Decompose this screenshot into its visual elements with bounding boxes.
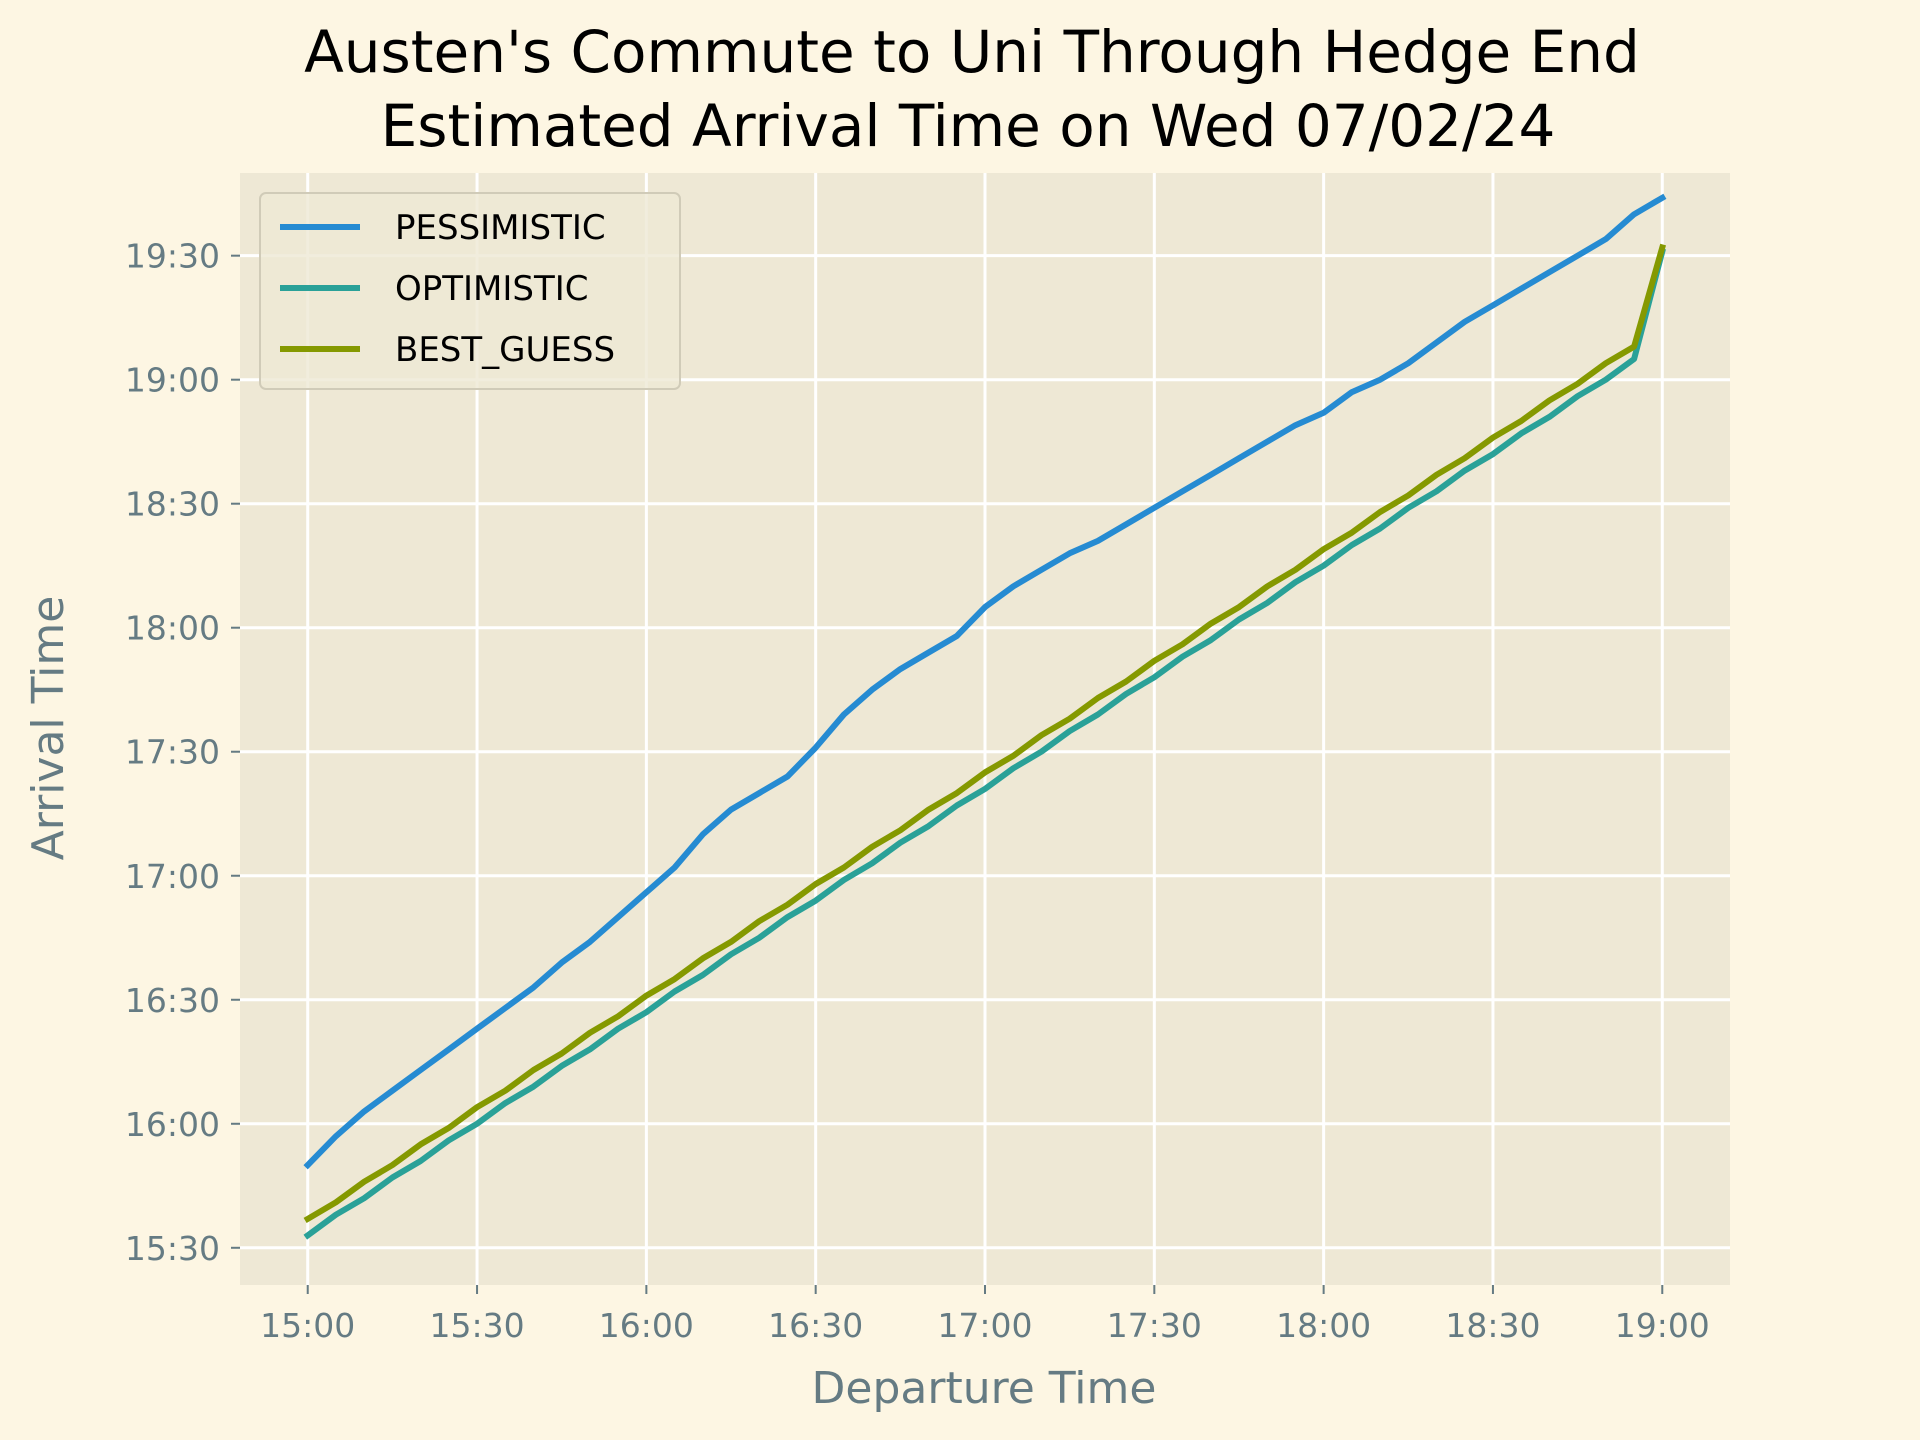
y-tick-label: 17:30: [125, 733, 220, 772]
x-tick-label: 15:30: [429, 1306, 524, 1345]
y-tick-label: 19:30: [125, 237, 220, 276]
y-tick-label: 19:00: [125, 361, 220, 400]
y-tick-label: 16:30: [125, 981, 220, 1020]
x-tick-label: 16:00: [599, 1306, 694, 1345]
grid-lines: [240, 173, 1730, 1285]
y-tick-label: 17:00: [125, 857, 220, 896]
y-tick-label: 18:30: [125, 485, 220, 524]
legend-box: [259, 192, 681, 390]
series-lines: [303, 193, 1667, 1240]
x-tick-label: 15:00: [260, 1306, 355, 1345]
x-axis-ticks: 15:00 15:30 16:00 16:30 17:00 17:30 18:00 18:30…: [260, 1285, 1710, 1345]
series-line-optimistic: [303, 247, 1666, 1240]
chart-subtitle: Estimated Arrival Time on Wed 07/02/24: [381, 92, 1556, 160]
series-line-pessimistic: [303, 193, 1667, 1170]
x-tick-label: 18:00: [1276, 1306, 1371, 1345]
x-axis-label: Departure Time: [812, 1363, 1157, 1414]
x-tick-label: 16:30: [768, 1306, 863, 1345]
y-tick-label: 18:00: [125, 609, 220, 648]
x-tick-label: 19:00: [1615, 1306, 1710, 1345]
legend: PESSIMISTIC OPTIMISTIC BEST_GUESS: [259, 192, 681, 390]
legend-label-optimistic: OPTIMISTIC: [395, 269, 589, 309]
x-tick-label: 18:30: [1445, 1306, 1540, 1345]
y-tick-label: 15:30: [125, 1229, 220, 1268]
legend-label-pessimistic: PESSIMISTIC: [395, 208, 606, 248]
y-axis-ticks: 15:30 16:00 16:30 17:00 17:30 18:00 18:30 19:00…: [125, 237, 240, 1268]
y-tick-label: 16:00: [125, 1105, 220, 1144]
y-axis-label: Arrival Time: [23, 596, 74, 861]
x-tick-label: 17:00: [937, 1306, 1032, 1345]
x-tick-label: 17:30: [1107, 1306, 1202, 1345]
series-line-best-guess: [303, 243, 1667, 1224]
legend-label-best-guess: BEST_GUESS: [395, 330, 615, 370]
chart-title: Austen's Commute to Uni Through Hedge En…: [304, 18, 1640, 86]
